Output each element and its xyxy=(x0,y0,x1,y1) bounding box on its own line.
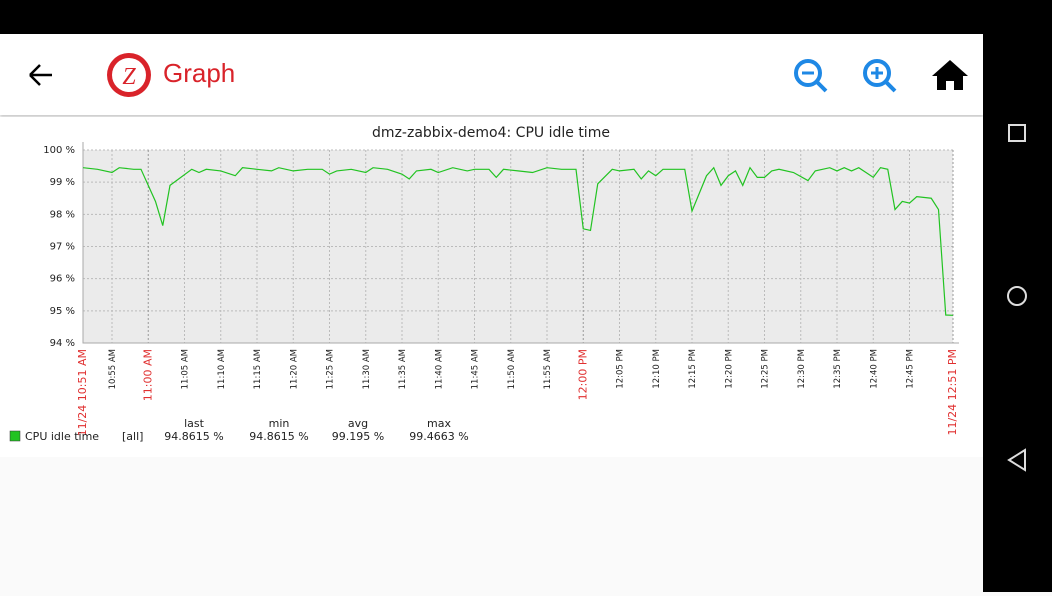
zoom-in-button[interactable] xyxy=(863,59,897,93)
x-tick-label: 11/24 10:51 AM xyxy=(76,349,89,436)
x-tick-label: 12:25 PM xyxy=(761,349,771,389)
x-tick-label: 11:05 AM xyxy=(181,349,191,389)
legend-column-header: avg xyxy=(348,417,368,430)
y-tick-label: 99 % xyxy=(50,177,75,188)
x-tick-label: 11:45 AM xyxy=(471,349,481,389)
x-tick-label: 11:20 AM xyxy=(289,349,299,389)
x-tick-label: 12:35 PM xyxy=(833,349,843,389)
legend-scope: [all] xyxy=(122,430,143,443)
x-tick-label: 11:30 AM xyxy=(362,349,372,389)
chart: dmz-zabbix-demo4: CPU idle time 94 % 95 %… xyxy=(9,125,959,443)
x-tick-label: 11:40 AM xyxy=(434,349,444,389)
x-tick-label: 12:15 PM xyxy=(688,349,698,389)
legend-swatch xyxy=(9,430,21,442)
zoom-out-button[interactable] xyxy=(794,59,828,93)
x-tick-label: 11:15 AM xyxy=(253,349,263,389)
nav-bar xyxy=(983,34,1052,592)
status-bar xyxy=(0,0,1052,34)
nav-icons xyxy=(1007,124,1027,472)
back-nav-button[interactable] xyxy=(1007,448,1026,472)
axis xyxy=(82,142,959,344)
y-tick-label: 95 % xyxy=(50,306,75,317)
app-bar: Z Graph xyxy=(0,34,983,115)
series-line xyxy=(82,166,954,316)
svg-text:Z: Z xyxy=(122,64,136,90)
logo: Z xyxy=(107,53,151,97)
legend-stat: 94.8615 % xyxy=(249,430,308,443)
legend-column-header: min xyxy=(269,417,290,430)
graph-panel: dmz-zabbix-demo4: CPU idle time 94 % 95 %… xyxy=(0,117,983,457)
x-tick-label: 11/24 12:51 PM xyxy=(946,349,959,436)
x-tick-label: 12:20 PM xyxy=(724,349,734,389)
y-tick-label: 94 % xyxy=(50,338,75,349)
legend-stat: 99.4663 % xyxy=(409,430,468,443)
legend-label: CPU idle time xyxy=(25,430,99,443)
home-button[interactable] xyxy=(932,60,968,90)
x-tick-label: 12:40 PM xyxy=(869,349,879,389)
x-tick-label: 12:10 PM xyxy=(652,349,662,389)
y-tick-label: 96 % xyxy=(50,274,75,285)
x-tick-label: 11:10 AM xyxy=(217,349,227,389)
x-tick-label: 11:35 AM xyxy=(398,349,408,389)
legend-column-header: max xyxy=(427,417,451,430)
x-tick-label: 12:45 PM xyxy=(906,349,916,389)
x-tick-label: 11:50 AM xyxy=(507,349,517,389)
x-tick-label: 11:55 AM xyxy=(543,349,553,389)
legend-column-header: last xyxy=(184,417,205,430)
x-tick-label: 12:30 PM xyxy=(797,349,807,389)
x-tick-label: 10:55 AM xyxy=(108,349,118,389)
app-title: Graph xyxy=(163,58,236,88)
x-tick-label: 11:25 AM xyxy=(326,349,336,389)
x-tick-label: 12:00 PM xyxy=(576,349,589,400)
x-tick-label: 12:05 PM xyxy=(616,349,626,389)
legend-stat: 94.8615 % xyxy=(164,430,223,443)
legend-stat: 99.195 % xyxy=(332,430,384,443)
y-tick-label: 97 % xyxy=(50,242,75,253)
y-tick-label: 98 % xyxy=(50,209,75,220)
home-nav-button[interactable] xyxy=(1007,286,1027,306)
x-tick-label: 11:00 AM xyxy=(141,349,154,401)
recents-button[interactable] xyxy=(1008,124,1026,142)
y-tick-label: 100 % xyxy=(43,145,75,156)
chart-title: dmz-zabbix-demo4: CPU idle time xyxy=(372,125,610,141)
app-bar-icons: Z xyxy=(29,53,968,97)
back-button[interactable] xyxy=(29,64,52,86)
plot-area xyxy=(83,150,953,343)
